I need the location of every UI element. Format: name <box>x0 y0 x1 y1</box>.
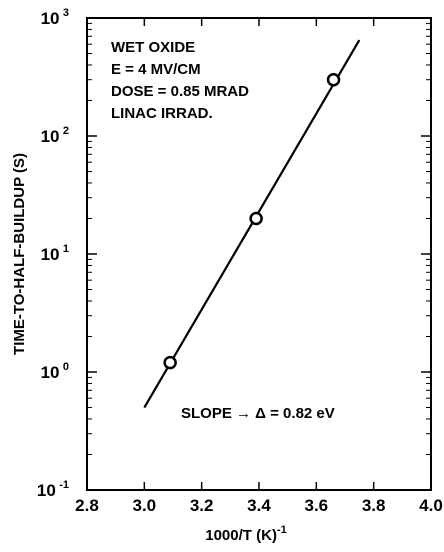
data-point <box>326 72 341 87</box>
y-axis-label: TIME-TO-HALF-BUILDUP (S) <box>11 153 28 355</box>
x-axis-label-exponent: -1 <box>277 524 287 536</box>
x-axis-label-text: 1000/T (K) <box>205 527 277 544</box>
x-axis-label: 1000/T (K)-1 <box>205 524 286 544</box>
x-tick-label: 3.6 <box>305 496 329 515</box>
slope-annotation: SLOPE → Δ = 0.82 eV <box>181 405 335 422</box>
annotation-line: DOSE = 0.85 MRAD <box>111 83 249 100</box>
x-tick-label: 3.8 <box>362 496 386 515</box>
y-tick-label: 10 0 <box>41 361 69 382</box>
data-series <box>143 39 361 409</box>
y-tick-label: 10 -1 <box>37 479 69 500</box>
annotation-line: E = 4 MV/CM <box>111 61 201 78</box>
annotation-line: WET OXIDE <box>111 39 195 56</box>
x-tick-label: 4.0 <box>419 496 443 515</box>
x-tick-label: 3.0 <box>133 496 157 515</box>
y-axis-ticks: 10 -1 10 0 10 1 10 2 10 3 <box>37 7 431 500</box>
x-axis-ticks: 2.8 3.0 3.2 3.4 3.6 3.8 4.0 <box>75 18 443 515</box>
x-tick-label: 3.2 <box>190 496 214 515</box>
y-tick-label: 10 3 <box>41 7 69 28</box>
y-tick-label: 10 1 <box>41 243 69 264</box>
annotation-line: LINAC IRRAD. <box>111 105 213 122</box>
data-point <box>163 355 177 370</box>
x-tick-label: 2.8 <box>75 496 99 515</box>
data-point <box>249 211 263 226</box>
fit-line <box>143 39 361 409</box>
x-tick-label: 3.4 <box>247 496 271 515</box>
y-tick-label: 10 2 <box>41 125 69 146</box>
annotation-block: WET OXIDE E = 4 MV/CM DOSE = 0.85 MRAD L… <box>111 39 249 122</box>
